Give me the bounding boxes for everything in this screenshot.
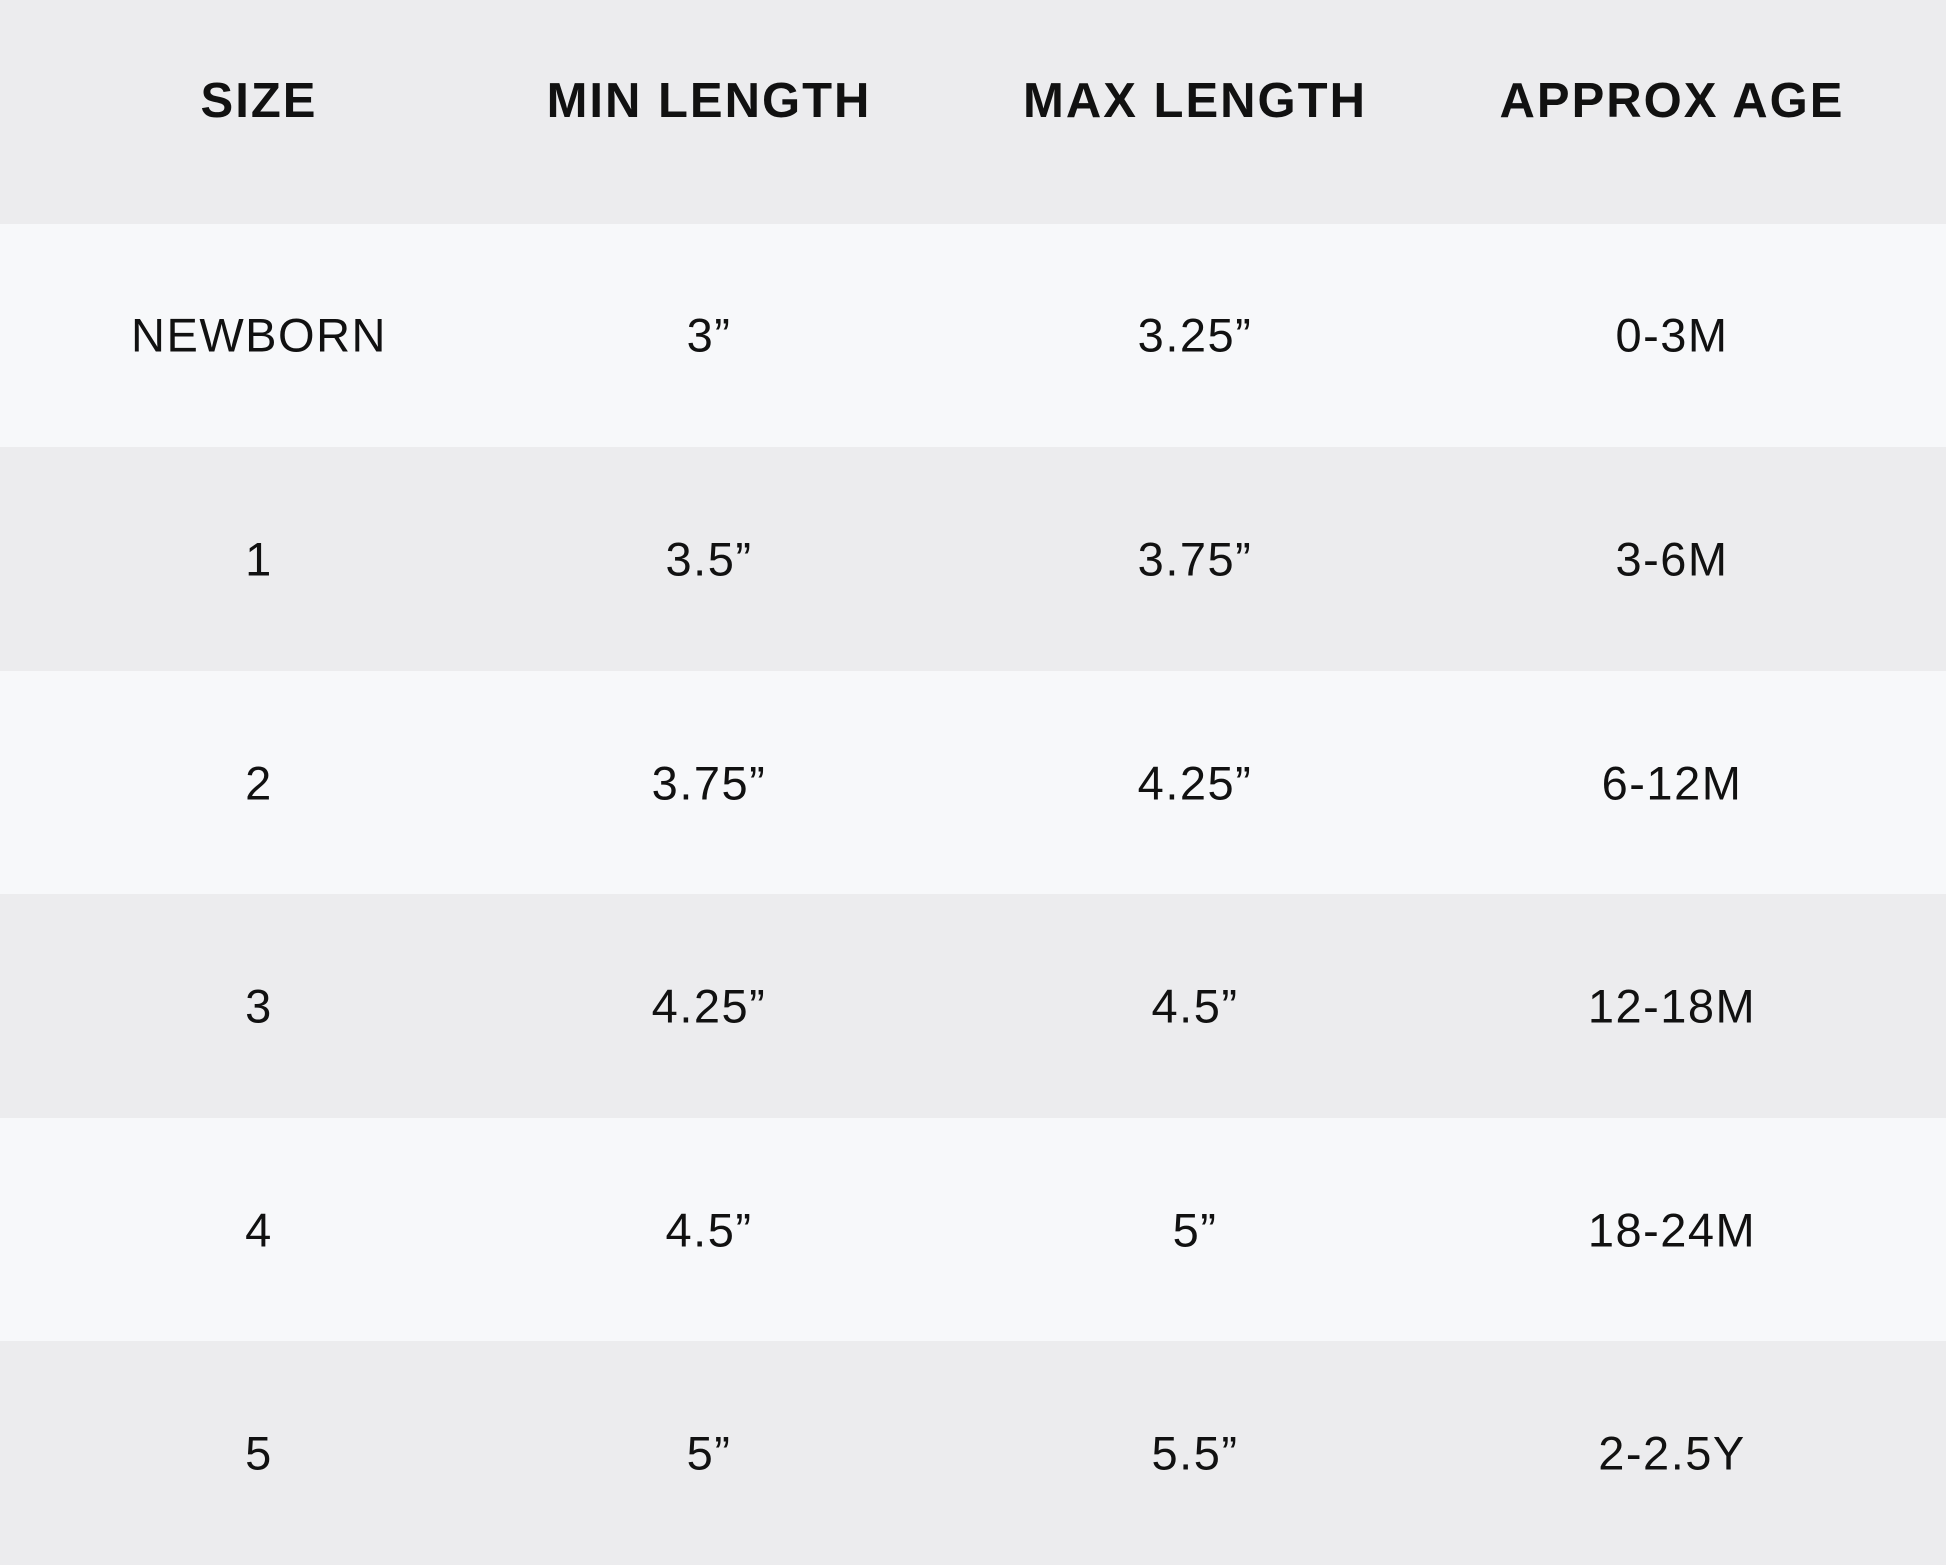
table-row: 4 4.5” 5” 18-24M — [0, 1117, 1946, 1342]
table-row: NEWBORN 3” 3.25” 0-3M — [0, 223, 1946, 448]
table-cell: 3.75” — [1137, 532, 1253, 586]
table-cell: 2 — [245, 756, 273, 810]
table-cell: 3 — [245, 979, 273, 1033]
table-cell: 5 — [245, 1426, 273, 1480]
table-cell: 18-24M — [1587, 1203, 1757, 1257]
header-cell: APPROX AGE — [1499, 73, 1845, 128]
header-cell: MAX LENGTH — [1023, 73, 1367, 128]
table-cell: 3” — [686, 308, 732, 362]
table-cell: 5” — [1172, 1203, 1218, 1257]
table-cell: 12-18M — [1587, 979, 1757, 1033]
table-cell: 3.75” — [651, 756, 767, 810]
table-cell: 3-6M — [1615, 532, 1729, 586]
header-cell: MIN LENGTH — [546, 73, 872, 128]
table-row: 3 4.25” 4.5” 12-18M — [0, 894, 1946, 1118]
table-cell: 5.5” — [1151, 1426, 1239, 1480]
table-cell: 1 — [245, 532, 273, 586]
table-cell: 3.5” — [665, 532, 753, 586]
table-cell: 4.25” — [651, 979, 767, 1033]
table-cell: 6-12M — [1601, 756, 1743, 810]
table-row: 5 5” 5.5” 2-2.5Y — [0, 1341, 1946, 1565]
table-cell: 0-3M — [1615, 308, 1729, 362]
table-cell: NEWBORN — [131, 308, 387, 362]
table-cell: 3.25” — [1137, 308, 1253, 362]
table-cell: 2-2.5Y — [1598, 1426, 1746, 1480]
table-cell: 4.5” — [665, 1203, 753, 1257]
table-row: 2 3.75” 4.25” 6-12M — [0, 670, 1946, 895]
table-cell: 4.25” — [1137, 756, 1253, 810]
header-cell: SIZE — [200, 73, 318, 128]
table-cell: 5” — [686, 1426, 732, 1480]
table-row: 1 3.5” 3.75” 3-6M — [0, 447, 1946, 671]
header-row: SIZE MIN LENGTH MAX LENGTH APPROX AGE — [0, 0, 1946, 224]
table-cell: 4 — [245, 1203, 273, 1257]
table-cell: 4.5” — [1151, 979, 1239, 1033]
